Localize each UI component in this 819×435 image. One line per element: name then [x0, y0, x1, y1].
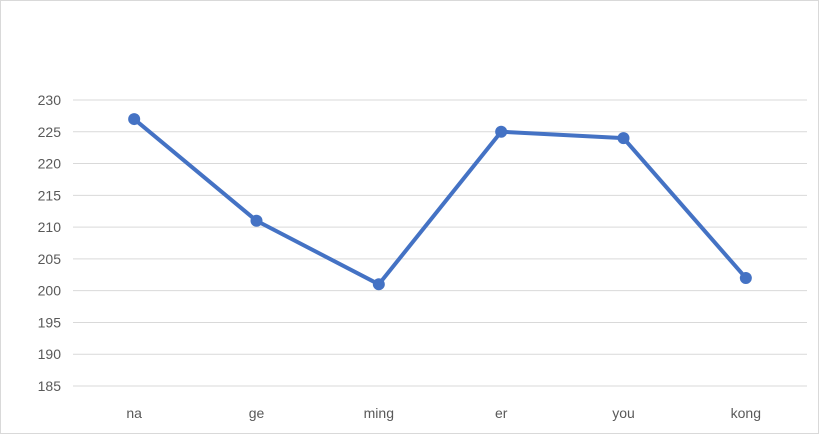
data-point-kong	[739, 271, 752, 284]
y-tick-label: 230	[38, 92, 62, 108]
y-axis-tick-labels: 185 190 195 200 205 210 215 220 225 230	[38, 92, 62, 394]
y-tick-label: 220	[38, 156, 62, 172]
x-tick-label: ming	[364, 405, 394, 421]
data-point-na	[128, 113, 141, 126]
data-point-er	[495, 125, 508, 138]
y-tick-label: 205	[38, 251, 62, 267]
x-tick-label: er	[495, 405, 508, 421]
series-layer	[128, 113, 752, 291]
gridlines	[73, 99, 807, 387]
series-line-0	[132, 117, 748, 287]
y-tick-label: 210	[38, 219, 62, 235]
data-point-ming	[372, 278, 385, 291]
x-tick-label: you	[612, 405, 635, 421]
x-tick-label: na	[126, 405, 142, 421]
y-tick-label: 195	[38, 314, 62, 330]
y-tick-label: 215	[38, 187, 62, 203]
x-tick-label: ge	[249, 405, 265, 421]
x-axis-tick-labels: na ge ming er you kong	[126, 405, 761, 421]
data-point-you	[617, 132, 630, 145]
y-tick-label: 190	[38, 346, 62, 362]
y-tick-label: 185	[38, 378, 62, 394]
y-tick-label: 200	[38, 283, 62, 299]
y-tick-label: 225	[38, 124, 62, 140]
data-point-ge	[250, 214, 263, 227]
x-tick-label: kong	[731, 405, 761, 421]
